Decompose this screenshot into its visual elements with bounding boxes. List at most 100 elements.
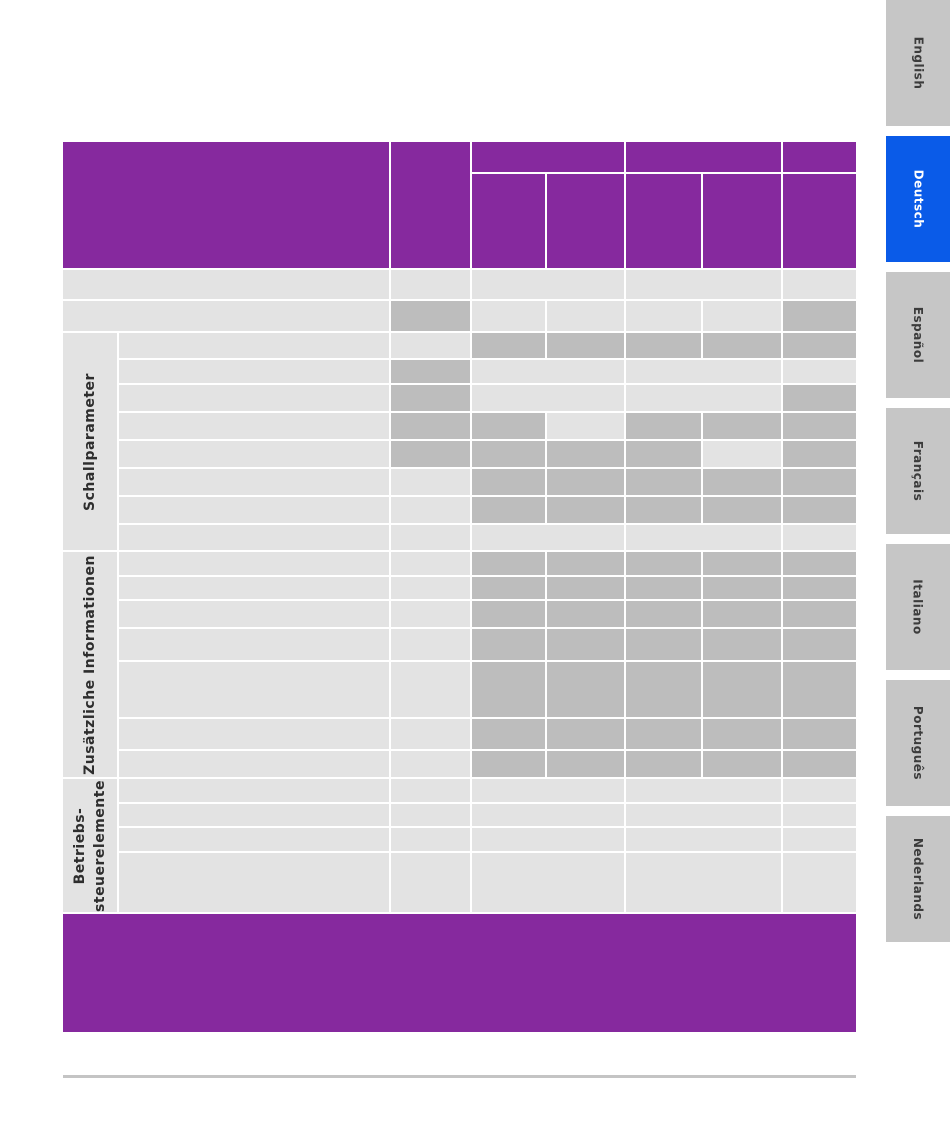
table-cell [783,719,856,749]
table-cell [472,441,545,467]
table-cell [547,301,624,331]
table-row-label [119,577,389,599]
table-cell [626,804,781,826]
table-row-label [63,301,389,331]
section-label-schallparameter-text: Schallparameter [82,372,99,511]
table-cell [472,360,624,383]
table-row-label [119,360,389,383]
table-cell [472,525,624,550]
table-cell [626,413,701,439]
table-cell [472,413,545,439]
table-cell [547,601,624,627]
table-cell [391,441,470,467]
table-cell [472,577,545,599]
header-cell-label-column [63,142,389,268]
table-cell [703,413,781,439]
table-row-label [119,497,389,523]
table-cell [626,270,781,299]
table-cell [783,804,856,826]
table-cell [547,333,624,358]
table-cell [391,301,470,331]
table-cell [783,360,856,383]
table-cell [626,577,701,599]
table-row-label [119,853,389,912]
table-cell [703,441,781,467]
table-cell [783,441,856,467]
table-cell [626,441,701,467]
header-subcell-c1 [783,174,856,268]
table-cell [391,853,470,912]
table-cell [626,751,701,777]
table-cell [703,577,781,599]
table-row-label [119,662,389,717]
table-cell [703,662,781,717]
tab-francais[interactable]: Français [886,408,950,534]
table-cell [391,525,470,550]
table-row-label [119,552,389,575]
tab-english[interactable]: English [886,0,950,126]
table-cell [547,629,624,660]
table-cell [626,719,701,749]
footer-note-block [63,914,856,1032]
section-label-zusaetzliche-informationen-text: Zusätzliche Informationen [82,554,98,775]
table-cell [626,779,781,802]
table-row-label [119,601,389,627]
header-group-c [783,142,856,172]
table-cell [391,719,470,749]
table-cell [547,413,624,439]
header-subcell-a2 [547,174,624,268]
table-cell [391,828,470,851]
table-cell [472,662,545,717]
table-row-label [119,629,389,660]
table-cell [391,270,470,299]
table-cell [783,552,856,575]
table-cell [783,779,856,802]
tab-italiano[interactable]: Italiano [886,544,950,670]
tab-english-label: English [911,36,925,90]
header-group-a [472,142,624,172]
tab-italiano-label: Italiano [910,579,925,635]
table-row-label [119,525,389,550]
table-row-label [119,333,389,358]
table-cell [391,385,470,411]
table-cell [783,385,856,411]
table-cell [547,577,624,599]
table-cell [391,601,470,627]
table-cell [783,577,856,599]
header-subcell-b2 [703,174,781,268]
table-cell [391,804,470,826]
table-cell [626,385,781,411]
table-cell [472,270,624,299]
table-cell [783,270,856,299]
table-row-label [119,441,389,467]
tab-espanol[interactable]: Español [886,272,950,398]
table-row-label [119,779,389,802]
table-cell [703,601,781,627]
table-cell [472,853,624,912]
tab-portugues[interactable]: Português [886,680,950,806]
table-cell [472,333,545,358]
table-cell [783,853,856,912]
table-cell [547,552,624,575]
table-cell [472,469,545,495]
tab-deutsch[interactable]: Deutsch [886,136,950,262]
table-cell [626,552,701,575]
table-cell [783,413,856,439]
table-cell [703,751,781,777]
table-cell [547,662,624,717]
table-cell [626,525,781,550]
tab-nederlands[interactable]: Nederlands [886,816,950,942]
table-cell [703,301,781,331]
table-cell [626,469,701,495]
table-cell [472,779,624,802]
table-cell [626,853,781,912]
header-cell-col-1 [391,142,470,268]
table-cell [472,828,624,851]
table-cell [472,385,624,411]
table-cell [391,552,470,575]
table-cell [391,333,470,358]
table-row-label [119,469,389,495]
table-cell [783,497,856,523]
table-cell [391,779,470,802]
table-cell [703,333,781,358]
